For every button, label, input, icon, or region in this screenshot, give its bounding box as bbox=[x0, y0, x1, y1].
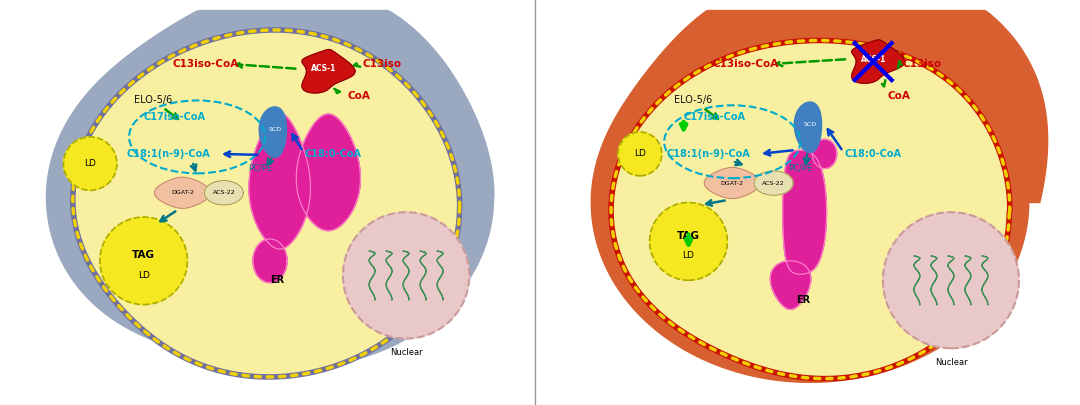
Text: DGAT-2: DGAT-2 bbox=[171, 190, 194, 195]
Polygon shape bbox=[249, 113, 310, 249]
Text: C18:0-CoA: C18:0-CoA bbox=[845, 149, 901, 159]
Text: LD: LD bbox=[138, 271, 149, 280]
Text: ACS-1: ACS-1 bbox=[311, 64, 336, 73]
Text: LD: LD bbox=[683, 252, 694, 260]
Polygon shape bbox=[72, 30, 460, 377]
Text: ELO-5/6: ELO-5/6 bbox=[134, 96, 172, 105]
Text: C18:0-CoA: C18:0-CoA bbox=[305, 149, 361, 159]
Circle shape bbox=[618, 132, 662, 176]
Text: Nuclear: Nuclear bbox=[390, 348, 422, 357]
Circle shape bbox=[64, 137, 117, 190]
Polygon shape bbox=[280, 173, 328, 193]
Polygon shape bbox=[591, 11, 1048, 382]
Polygon shape bbox=[783, 150, 826, 274]
Text: ER: ER bbox=[270, 275, 284, 285]
Circle shape bbox=[100, 217, 188, 305]
Polygon shape bbox=[302, 49, 355, 93]
Polygon shape bbox=[852, 40, 905, 83]
Circle shape bbox=[649, 202, 728, 280]
Polygon shape bbox=[754, 171, 793, 195]
Polygon shape bbox=[812, 139, 837, 168]
Text: C18:1(n-9)-CoA: C18:1(n-9)-CoA bbox=[126, 149, 211, 159]
Polygon shape bbox=[704, 168, 760, 198]
Text: PC/PE: PC/PE bbox=[248, 164, 272, 173]
Text: C13iso-CoA: C13iso-CoA bbox=[173, 59, 239, 69]
Polygon shape bbox=[770, 261, 811, 309]
Text: CoA: CoA bbox=[888, 91, 910, 100]
Text: C17iso-CoA: C17iso-CoA bbox=[684, 113, 745, 122]
Polygon shape bbox=[611, 40, 1010, 379]
Polygon shape bbox=[296, 114, 361, 231]
Circle shape bbox=[343, 212, 469, 339]
Text: Nuclear: Nuclear bbox=[934, 358, 968, 367]
Text: TAG: TAG bbox=[132, 250, 156, 260]
Text: TAG: TAG bbox=[677, 230, 700, 241]
Polygon shape bbox=[204, 181, 243, 205]
Text: ACS-22: ACS-22 bbox=[213, 190, 235, 195]
Circle shape bbox=[883, 212, 1020, 348]
Text: C13iso: C13iso bbox=[903, 59, 942, 69]
Text: ER: ER bbox=[796, 295, 810, 305]
Text: C17iso-CoA: C17iso-CoA bbox=[144, 113, 205, 122]
Text: ELO-5/6: ELO-5/6 bbox=[674, 96, 712, 105]
Polygon shape bbox=[154, 177, 211, 208]
Text: CoA: CoA bbox=[348, 91, 370, 100]
Text: C13iso: C13iso bbox=[363, 59, 402, 69]
Polygon shape bbox=[795, 102, 822, 153]
Text: PC/PE: PC/PE bbox=[788, 164, 812, 173]
Text: LD: LD bbox=[84, 159, 96, 168]
Polygon shape bbox=[253, 239, 287, 283]
Text: SCD: SCD bbox=[804, 122, 816, 127]
Polygon shape bbox=[259, 107, 286, 158]
Text: C13iso-CoA: C13iso-CoA bbox=[713, 59, 779, 69]
Text: ACS-22: ACS-22 bbox=[762, 181, 785, 185]
Text: SCD: SCD bbox=[268, 127, 282, 132]
Polygon shape bbox=[46, 11, 494, 366]
Text: ACS-1: ACS-1 bbox=[861, 55, 886, 64]
Text: LD: LD bbox=[634, 149, 646, 158]
Text: C18:1(n-9)-CoA: C18:1(n-9)-CoA bbox=[666, 149, 751, 159]
Text: DGAT-2: DGAT-2 bbox=[720, 181, 744, 185]
